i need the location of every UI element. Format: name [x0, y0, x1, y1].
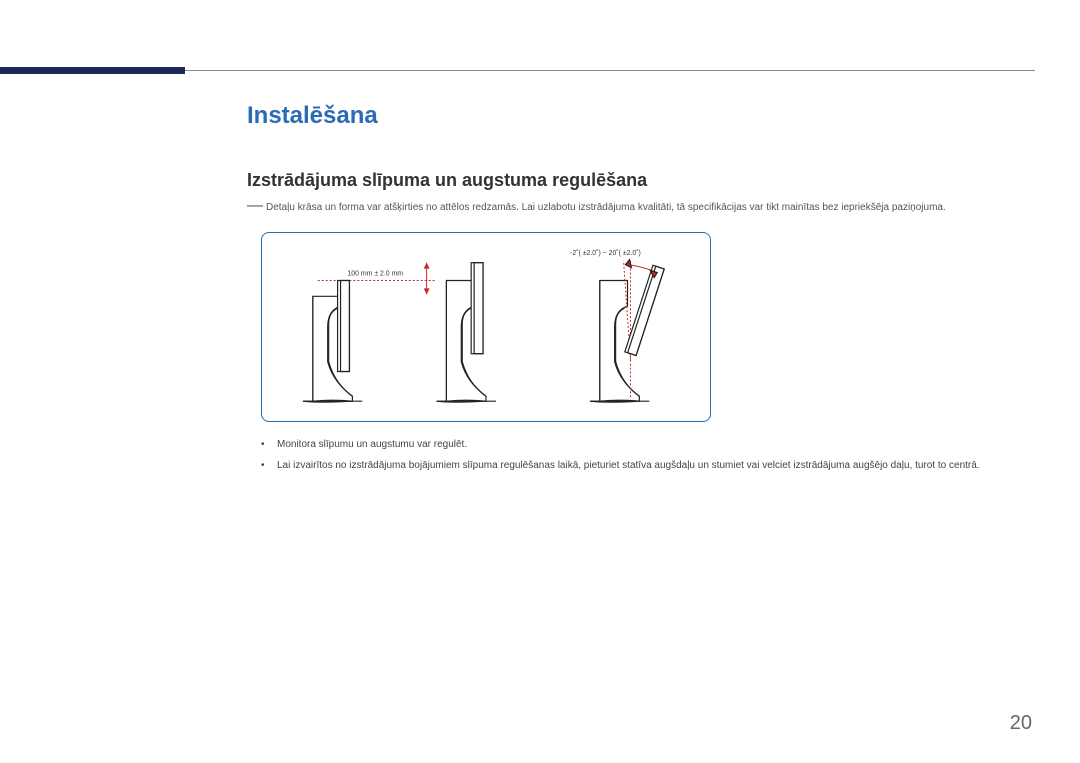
monitor-tilt [590, 260, 664, 402]
page-number: 20 [1010, 712, 1032, 735]
bullet-text: Monitora slīpumu un augstumu var regulēt… [277, 438, 467, 452]
tilt-label: -2˚( ±2.0˚) ~ 20˚( ±2.0˚) [570, 249, 641, 257]
note-dash: ― [247, 197, 263, 215]
monitor-height-low [303, 280, 362, 402]
accent-bar [0, 67, 185, 74]
height-arrow-up [424, 263, 430, 269]
bullet-mark: • [261, 438, 277, 452]
height-label: 100 mm ± 2.0 mm [347, 271, 403, 278]
note-text: Detaļu krāsa un forma var atšķirties no … [266, 201, 1035, 215]
monitor-height-high [437, 263, 496, 403]
monitor-diagrams: 100 mm ± 2.0 mm [262, 233, 710, 421]
bullet-item: • Lai izvairītos no izstrādājuma bojājum… [261, 459, 1035, 473]
height-arrow-down [424, 288, 430, 294]
figure-box: 100 mm ± 2.0 mm [261, 232, 711, 422]
subsection-title: Izstrādājuma slīpuma un augstuma regulēš… [247, 170, 647, 191]
bullet-list: • Monitora slīpumu un augstumu var regul… [261, 438, 1035, 480]
top-rule [45, 70, 1035, 71]
bullet-text: Lai izvairītos no izstrādājuma bojājumie… [277, 459, 980, 473]
bullet-mark: • [261, 459, 277, 473]
bullet-item: • Monitora slīpumu un augstumu var regul… [261, 438, 1035, 452]
section-title: Instalēšana [247, 102, 378, 130]
